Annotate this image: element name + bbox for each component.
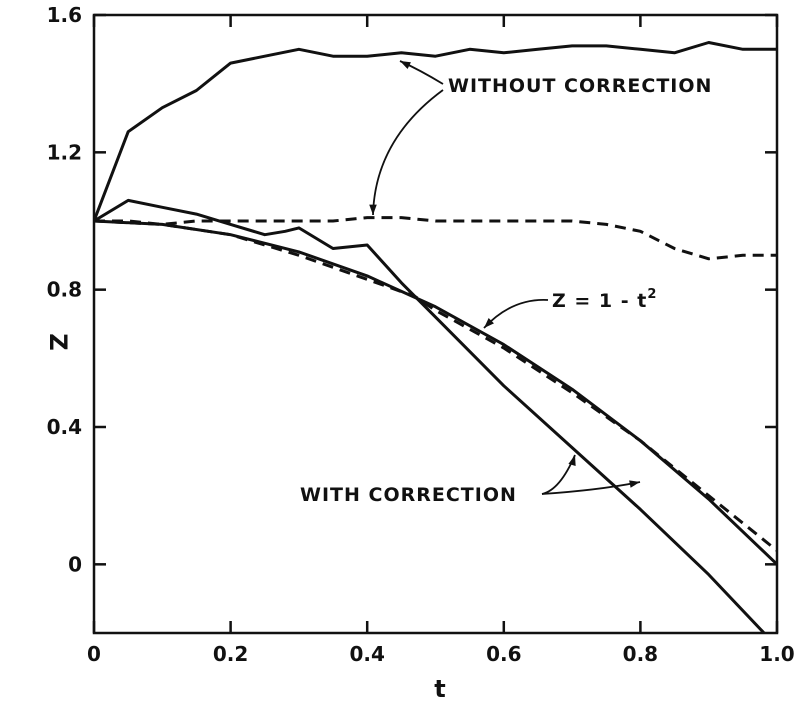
x-tick-label: 0.2: [213, 642, 248, 666]
plot-border: [92, 13, 779, 635]
arrow-without-to-dashed: [372, 89, 444, 216]
y-tick-label: 0.8: [47, 278, 82, 302]
annotation-formula-text: Z = 1 - t: [552, 290, 647, 312]
x-tick-label: 0.4: [349, 642, 384, 666]
x-tick-label: 0.6: [486, 642, 521, 666]
y-tick-label: 1.2: [47, 140, 82, 164]
y-tick-label: 1.6: [47, 3, 82, 27]
axis-ticks: 0 0.2 0.4 0.6 0.8 1.0 0 0.4 0.8 1.2 1.6: [47, 3, 795, 666]
arrow-formula-head: [484, 318, 494, 328]
series-line-3: [94, 198, 767, 633]
series-lines: [94, 41, 777, 633]
series-line-1: [94, 41, 777, 222]
series-line-5: [94, 219, 777, 566]
annotation-arrows: [369, 60, 641, 495]
arrow-without-to-upper-head: [400, 61, 411, 69]
arrow-with-to-solid-head: [568, 455, 576, 466]
series-line-2: [94, 216, 777, 261]
annotation-without-correction: WITHOUT CORRECTION: [448, 75, 712, 97]
x-axis-label: t: [434, 675, 445, 703]
plot-frame: [92, 13, 779, 635]
y-axis-label: Z: [44, 333, 72, 350]
annotation-formula-exponent: 2: [647, 287, 657, 302]
annotation-formula: Z = 1 - t2: [552, 287, 657, 312]
annotation-with-correction: WITH CORRECTION: [300, 484, 517, 506]
x-tick-label: 0: [87, 642, 101, 666]
y-tick-label: 0: [68, 552, 82, 576]
x-tick-label: 0.8: [623, 642, 658, 666]
arrow-formula: [483, 299, 549, 329]
y-tick-label: 0.4: [47, 415, 82, 439]
arrow-with-to-dashed-head: [629, 480, 640, 488]
x-tick-label: 1.0: [759, 642, 794, 666]
arrow-with-to-solid: [541, 454, 576, 495]
arrow-without-to-dashed-head: [369, 204, 377, 215]
